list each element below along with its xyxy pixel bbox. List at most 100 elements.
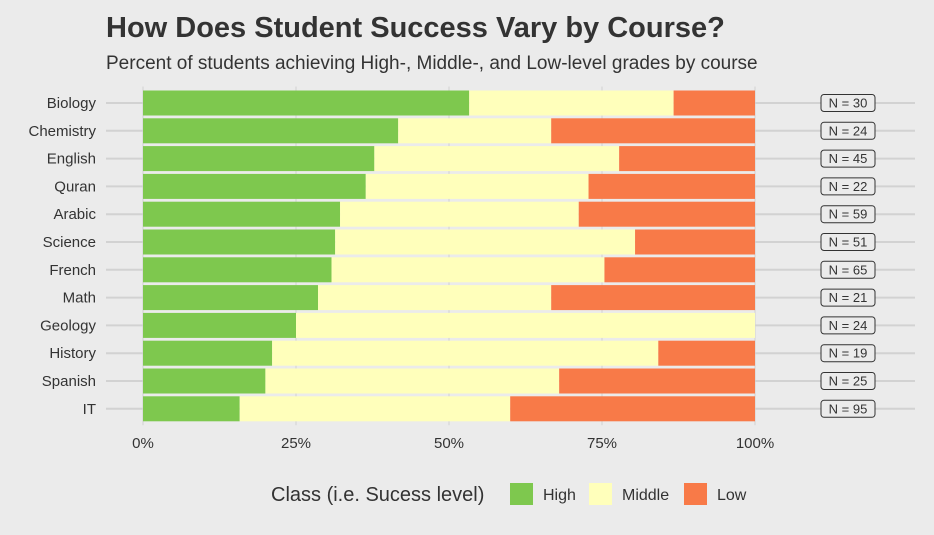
count-badge-box [820, 372, 876, 390]
bar-segment-high [143, 173, 366, 199]
count-badge: N = 30 [820, 94, 876, 112]
count-badge: N = 24 [820, 121, 876, 140]
legend-swatch-low [684, 483, 707, 505]
count-label: N = 45 [829, 151, 868, 166]
count-badge: N = 24 [820, 316, 876, 335]
category-label: IT [83, 401, 96, 418]
bar-segment-low [559, 368, 755, 394]
count-badge-box [820, 399, 876, 418]
legend-label-middle: Middle [622, 487, 669, 504]
bar-segment-low [673, 90, 755, 116]
bar-segment-middle [365, 173, 589, 199]
bar-segment-middle [340, 201, 579, 227]
count-label: N = 59 [829, 207, 868, 222]
count-badge-box [820, 177, 876, 196]
count-badge: N = 51 [820, 233, 876, 251]
count-label: N = 25 [829, 374, 868, 389]
count-badge-box [820, 149, 876, 168]
legend-label-low: Low [717, 487, 747, 504]
chart-title: How Does Student Success Vary by Course? [106, 12, 725, 44]
count-badge-box [820, 121, 876, 140]
count-badge: N = 22 [820, 177, 876, 196]
count-badge-box [820, 288, 876, 307]
bar-segment-middle [374, 146, 620, 172]
bar-segment-high [143, 312, 296, 338]
count-label: N = 51 [829, 235, 868, 250]
count-badge-box [820, 94, 876, 112]
category-labels: Biology Chemistry English Quran Arabic Scienc… [28, 95, 96, 418]
bar-segment-middle [265, 368, 560, 394]
bar-segment-high [143, 90, 470, 116]
bar-segment-high [143, 285, 319, 311]
count-badge: N = 19 [820, 344, 876, 363]
count-badge: N = 59 [820, 205, 876, 224]
legend: Class (i.e. Sucess level) High Middle Low [271, 483, 747, 506]
bar-segment-middle [398, 118, 552, 144]
count-badge: N = 25 [820, 372, 876, 390]
bar-segment-middle [239, 396, 511, 422]
legend-swatch-high [510, 483, 533, 505]
count-badge: N = 65 [820, 260, 876, 279]
count-badge-box [820, 233, 876, 251]
count-label: N = 24 [829, 123, 868, 138]
bar-segment-low [551, 118, 755, 144]
bar-segment-middle [296, 312, 755, 338]
count-badge: N = 21 [820, 288, 876, 307]
category-label: Quran [54, 178, 96, 195]
count-label: N = 21 [829, 290, 868, 305]
bar-segment-low [551, 285, 755, 311]
count-badge-box [820, 344, 876, 363]
category-label: Arabic [53, 206, 96, 223]
count-badge: N = 45 [820, 149, 876, 168]
x-tick-label: 50% [434, 435, 464, 452]
bar-segment-middle [331, 257, 605, 283]
legend-label-high: High [543, 487, 576, 504]
count-badge: N = 95 [820, 399, 876, 418]
legend-swatch-middle [589, 483, 612, 505]
category-label: Biology [47, 95, 97, 112]
bar-segment-high [143, 340, 273, 366]
x-tick-label: 25% [281, 435, 311, 452]
bar-segment-low [619, 146, 755, 172]
category-label: Chemistry [28, 123, 96, 140]
count-badge-box [820, 205, 876, 224]
count-label: N = 19 [829, 346, 868, 361]
bar-segment-high [143, 396, 240, 422]
count-badge-box [820, 260, 876, 279]
count-label: N = 95 [829, 401, 868, 416]
count-label: N = 24 [829, 318, 868, 333]
x-tick-label: 100% [736, 435, 774, 452]
bar-segment-low [510, 396, 755, 422]
bar-segment-low [588, 173, 755, 199]
bar-segment-middle [335, 229, 636, 255]
category-label: French [49, 262, 96, 279]
bar-segment-high [143, 146, 375, 172]
chart-subtitle: Percent of students achieving High-, Mid… [106, 53, 758, 74]
bar-segment-low [604, 257, 755, 283]
bar-segment-high [143, 257, 332, 283]
count-badge-box [820, 316, 876, 335]
bar-segment-high [143, 229, 336, 255]
bar-segment-low [578, 201, 755, 227]
bar-segment-middle [318, 285, 552, 311]
count-label: N = 65 [829, 262, 868, 277]
category-label: History [49, 345, 96, 362]
category-label: Geology [40, 317, 96, 334]
category-label: English [47, 151, 96, 168]
count-label: N = 22 [829, 179, 868, 194]
count-labels: N = 30 N = 24 N = 45 N = 22 N = 59 N = 51 N = … [820, 94, 876, 418]
x-axis-ticks: 0% 25% 50% 75% 100% [132, 435, 774, 452]
bar-segment-middle [272, 340, 659, 366]
bar-segment-high [143, 368, 266, 394]
category-label: Science [43, 234, 96, 251]
x-tick-label: 0% [132, 435, 154, 452]
legend-title: Class (i.e. Sucess level) [271, 484, 484, 506]
bar-segment-middle [469, 90, 674, 116]
bar-segment-low [658, 340, 755, 366]
category-label: Spanish [42, 373, 96, 390]
category-label: Math [63, 290, 96, 307]
bar-segment-high [143, 118, 399, 144]
bars [143, 90, 755, 422]
x-tick-label: 75% [587, 435, 617, 452]
